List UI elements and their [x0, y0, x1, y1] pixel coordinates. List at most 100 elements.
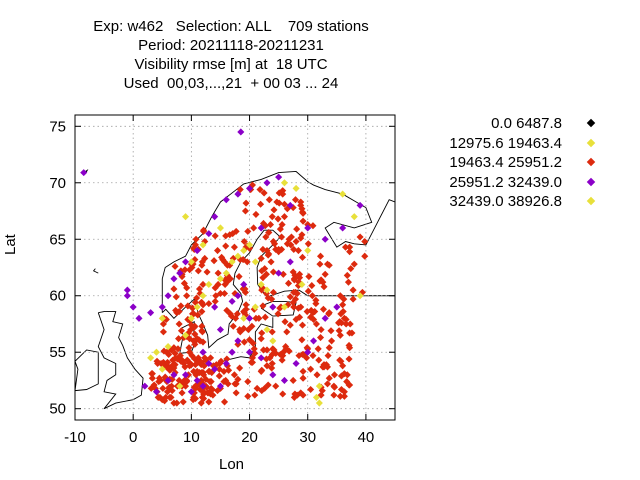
data-point	[211, 303, 219, 311]
data-point	[339, 308, 347, 316]
data-point	[280, 200, 288, 208]
data-point	[211, 232, 219, 240]
data-point	[335, 319, 343, 327]
data-point	[174, 345, 182, 353]
data-point	[278, 233, 286, 241]
data-point	[206, 378, 214, 386]
data-point	[242, 305, 250, 313]
data-point	[304, 287, 312, 295]
data-point	[244, 392, 252, 400]
data-point	[356, 201, 364, 209]
x-tick-label: 30	[299, 429, 316, 446]
legend-marker	[586, 118, 596, 128]
data-point	[164, 343, 172, 351]
data-point	[299, 367, 307, 375]
data-point	[205, 398, 213, 406]
data-point	[290, 276, 298, 284]
data-point	[186, 266, 194, 274]
data-point	[304, 224, 312, 232]
data-point	[330, 371, 339, 379]
data-point	[361, 252, 369, 260]
data-point	[159, 320, 167, 328]
data-point	[293, 391, 301, 399]
data-point	[308, 282, 316, 290]
data-point	[345, 355, 353, 363]
data-point	[257, 254, 265, 262]
data-point	[289, 268, 297, 276]
data-point	[262, 233, 270, 241]
data-point	[336, 356, 344, 364]
data-point	[80, 169, 88, 177]
data-point	[158, 365, 166, 373]
x-tick-label: 40	[358, 429, 375, 446]
chart-title: Exp: w462 Selection: ALL 709 stations Pe…	[0, 17, 462, 93]
data-point	[350, 213, 358, 221]
data-point	[315, 356, 323, 364]
data-point	[199, 382, 207, 390]
x-tick-label: 20	[241, 429, 258, 446]
data-point	[196, 337, 204, 345]
data-point	[232, 380, 240, 388]
data-point	[274, 215, 282, 223]
data-point	[172, 293, 180, 301]
data-point	[257, 224, 265, 232]
data-point	[330, 382, 338, 390]
data-point	[211, 213, 219, 221]
data-point	[328, 337, 336, 345]
data-point	[335, 327, 343, 335]
data-point	[345, 381, 353, 389]
data-point	[165, 383, 173, 391]
legend-label: 19463.4 25951.2	[449, 154, 562, 171]
data-point	[278, 221, 286, 229]
data-point	[170, 371, 178, 379]
data-point	[197, 399, 205, 407]
data-point	[258, 286, 266, 294]
data-point	[191, 330, 199, 338]
legend-label: 0.0 6487.8	[491, 115, 562, 132]
data-point	[292, 237, 300, 246]
data-point	[340, 388, 348, 396]
data-point	[234, 292, 242, 300]
data-point	[158, 314, 166, 322]
data-point	[349, 286, 357, 294]
data-point	[293, 225, 301, 233]
data-point	[310, 315, 318, 323]
y-tick-label: 50	[49, 401, 66, 418]
coastline	[75, 349, 99, 392]
coastline	[215, 87, 262, 104]
data-point	[292, 315, 300, 323]
data-point	[268, 350, 276, 359]
data-point	[339, 224, 347, 232]
legend: 0.0 6487.8 12975.6 19463.4 19463.4 25951…	[420, 115, 610, 213]
data-point	[307, 385, 315, 394]
data-point	[178, 389, 186, 397]
data-point	[327, 327, 335, 335]
legend-label: 12975.6 19463.4	[449, 134, 562, 152]
data-point	[176, 382, 184, 390]
axis-ticks: -10 0 10 20 30 40 50 55 60 65 70 75	[49, 115, 395, 446]
data-point	[274, 310, 282, 318]
data-point	[167, 393, 175, 401]
data-point	[346, 248, 354, 256]
data-point	[243, 258, 251, 266]
data-point	[269, 371, 277, 379]
data-point	[205, 367, 213, 375]
data-point	[216, 275, 224, 283]
data-point	[304, 240, 312, 248]
legend-row: 25951.2 32439.0	[420, 174, 610, 194]
data-point	[272, 382, 280, 390]
data-point	[330, 391, 338, 399]
x-tick-label: 0	[129, 429, 137, 446]
data-point	[176, 269, 184, 277]
data-point	[222, 232, 230, 240]
data-point	[263, 326, 271, 334]
data-point	[304, 247, 312, 255]
data-point	[269, 288, 277, 296]
data-point	[260, 189, 268, 197]
data-point	[187, 314, 195, 322]
data-point	[323, 380, 332, 388]
legend-row: 19463.4 25951.2	[420, 154, 610, 174]
data-point	[214, 387, 222, 395]
data-point	[220, 289, 229, 298]
